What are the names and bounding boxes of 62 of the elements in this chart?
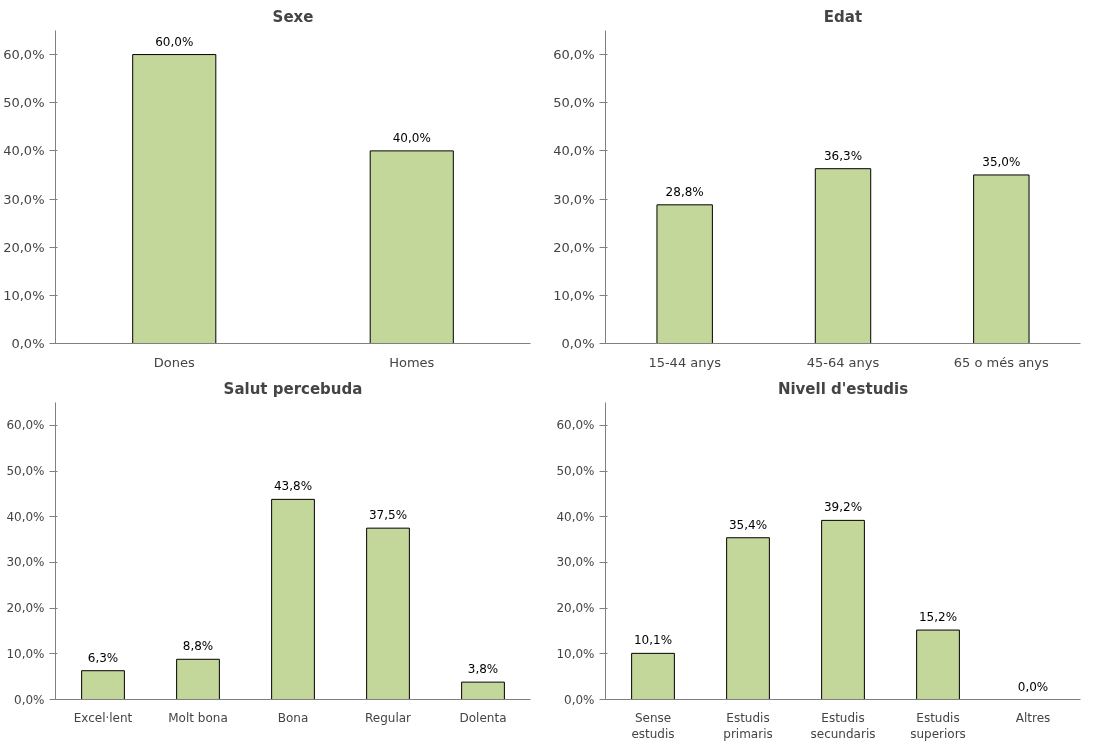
y-tick-label: 10,0%: [556, 646, 595, 661]
data-label: 35,4%: [728, 517, 768, 532]
data-label: 43,8%: [273, 479, 313, 494]
y-tick-label: 20,0%: [6, 601, 45, 616]
x-tick-label: 65 o més anys: [953, 354, 1050, 370]
y-tick-label: 30,0%: [553, 191, 595, 207]
x-tick-label: 45-64 anys: [806, 354, 880, 370]
y-tick-label: 50,0%: [556, 464, 595, 479]
y-tick-label: 20,0%: [553, 239, 595, 255]
x-tick-label: Homes: [389, 354, 435, 370]
x-tick-label: Altres: [1015, 710, 1051, 725]
y-tick-label: 20,0%: [556, 601, 595, 616]
x-tick-label: Dones: [153, 354, 195, 370]
y-tick-label: 60,0%: [556, 418, 595, 433]
x-tick-label: 15-44 anys: [648, 354, 722, 370]
data-label: 39,2%: [823, 500, 863, 515]
y-tick-label: 30,0%: [6, 555, 45, 570]
x-tick-label: Molt bona: [168, 710, 228, 725]
y-tick-label: 0,0%: [561, 336, 595, 351]
data-label: 10,1%: [633, 633, 673, 648]
y-tick-label: 0,0%: [564, 692, 595, 707]
y-tick-label: 30,0%: [3, 191, 45, 207]
x-tick-label: Dolenta: [459, 710, 507, 725]
y-tick-label: 60,0%: [553, 47, 595, 63]
y-tick-label: 50,0%: [553, 95, 595, 111]
data-label: 36,3%: [823, 148, 863, 163]
y-tick-label: 20,0%: [3, 239, 45, 255]
y-tick-label: 40,0%: [3, 143, 45, 159]
y-tick-label: 50,0%: [3, 95, 45, 111]
x-tick-label: Estudis superiors: [910, 710, 966, 742]
data-label: 35,0%: [982, 154, 1021, 169]
chart-title: Nivell d'estudis: [777, 379, 909, 398]
data-label: 0,0%: [1017, 679, 1049, 694]
y-tick-label: 10,0%: [3, 287, 45, 303]
y-tick-label: 40,0%: [553, 143, 595, 159]
data-label: 6,3%: [87, 650, 119, 665]
data-label: 15,2%: [918, 610, 958, 625]
chart-title: Salut percebuda: [223, 379, 363, 398]
x-tick-label: Sense estudis: [631, 710, 675, 742]
x-tick-label: Bona: [277, 710, 309, 725]
data-label: 37,5%: [368, 508, 408, 523]
y-tick-label: 0,0%: [11, 336, 45, 351]
data-label: 8,8%: [182, 639, 214, 654]
y-tick-label: 50,0%: [6, 464, 45, 479]
y-tick-label: 40,0%: [556, 509, 595, 524]
y-tick-label: 40,0%: [6, 509, 45, 524]
y-tick-label: 60,0%: [3, 47, 45, 63]
x-tick-label: Estudis secundaris: [810, 710, 876, 742]
y-tick-label: 0,0%: [14, 692, 45, 707]
x-tick-label: Excel·lent: [73, 710, 133, 725]
data-label: 3,8%: [467, 662, 499, 677]
chart-title: Edat: [823, 7, 863, 26]
y-tick-label: 30,0%: [556, 555, 595, 570]
x-tick-label: Regular: [364, 710, 412, 725]
data-label: 28,8%: [665, 184, 704, 199]
data-label: 40,0%: [392, 130, 431, 145]
chart-title: Sexe: [272, 7, 314, 26]
y-tick-label: 10,0%: [553, 287, 595, 303]
x-tick-label: Estudis primaris: [723, 710, 773, 742]
y-tick-label: 10,0%: [6, 646, 45, 661]
y-tick-label: 60,0%: [6, 418, 45, 433]
data-label: 60,0%: [155, 34, 194, 49]
